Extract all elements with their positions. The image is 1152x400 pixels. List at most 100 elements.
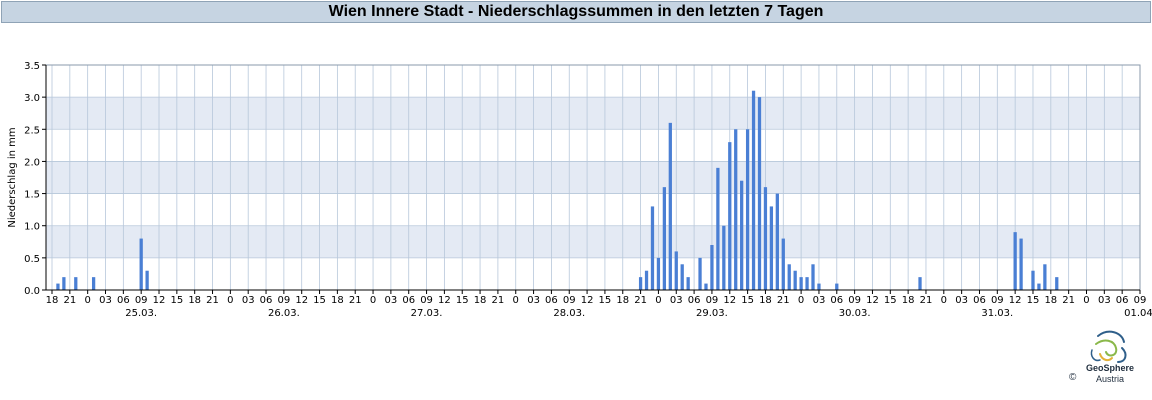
x-tick-label: 12: [1009, 295, 1022, 306]
y-axis-title: Niederschlag in mm: [7, 127, 18, 227]
x-tick-label: 03: [527, 295, 540, 306]
x-tick-label: 15: [884, 295, 897, 306]
x-tick-label: 15: [313, 295, 326, 306]
x-date-label: 29.03.: [696, 308, 728, 319]
precipitation-bar: [787, 264, 791, 290]
x-tick-label: 21: [206, 295, 219, 306]
background-band: [46, 97, 1140, 130]
y-tick-label: 1.0: [24, 222, 40, 233]
x-tick-label: 21: [492, 295, 505, 306]
precipitation-bar: [763, 187, 768, 290]
x-tick-label: 09: [420, 295, 433, 306]
precipitation-bar: [1055, 277, 1059, 290]
x-date-label: 26.03.: [268, 308, 300, 319]
x-tick-label: 0: [655, 295, 661, 306]
x-tick-label: 12: [723, 295, 736, 306]
x-tick-label: 12: [581, 295, 594, 306]
y-tick-label: 2.5: [24, 125, 40, 136]
x-tick-label: 03: [670, 295, 683, 306]
x-tick-label: 18: [759, 295, 772, 306]
precipitation-bar: [751, 90, 756, 290]
x-date-label: 30.03.: [839, 308, 871, 319]
y-tick-label: 0.5: [24, 254, 40, 265]
precipitation-bar: [662, 187, 667, 290]
x-tick-label: 21: [920, 295, 933, 306]
precipitation-bar: [644, 270, 649, 290]
x-tick-label: 21: [777, 295, 790, 306]
precipitation-bar: [793, 270, 797, 290]
x-tick-label: 03: [813, 295, 826, 306]
x-tick-label: 0: [513, 295, 519, 306]
x-date-label: 27.03.: [411, 308, 443, 319]
precipitation-bar: [704, 283, 708, 290]
x-tick-label: 15: [741, 295, 754, 306]
precipitation-bar: [91, 277, 96, 290]
y-tick-label: 3.0: [24, 93, 40, 104]
x-date-label: 31.03.: [981, 308, 1013, 319]
precipitation-bar: [835, 283, 839, 290]
axes: [42, 64, 1141, 294]
x-tick-label: 09: [706, 295, 719, 306]
x-tick-label: 12: [438, 295, 451, 306]
precipitation-bar: [716, 167, 720, 290]
precipitation-bar: [656, 257, 661, 290]
x-tick-label: 0: [798, 295, 804, 306]
precipitation-bar: [686, 277, 690, 290]
x-tick-label: 15: [599, 295, 612, 306]
bar-series: [56, 90, 1059, 291]
x-tick-label: 21: [1062, 295, 1075, 306]
x-tick-label: 09: [563, 295, 576, 306]
logo-wordmark: GeoSphere: [1085, 363, 1134, 373]
precipitation-bar: [56, 283, 60, 290]
precipitation-bar: [650, 206, 655, 290]
y-tick-label: 2.0: [24, 157, 40, 168]
x-tick-label: 12: [866, 295, 879, 306]
x-tick-label: 06: [1116, 295, 1129, 306]
x-tick-label: 06: [545, 295, 558, 306]
x-tick-label: 0: [227, 295, 233, 306]
precipitation-bar: [62, 277, 66, 290]
x-tick-label: 15: [456, 295, 469, 306]
x-tick-label: 03: [99, 295, 112, 306]
precipitation-bar: [817, 283, 821, 290]
x-tick-label: 21: [349, 295, 362, 306]
background-bands: [46, 65, 1140, 290]
axis-labels: 0.0 0.5 1.0 1.5 2.0 2.5 3.0 3.5 18 21 0 03 06 09 12 15 1…: [7, 61, 1152, 319]
x-tick-label: 06: [117, 295, 130, 306]
x-tick-label: 15: [1027, 295, 1040, 306]
precipitation-bar: [674, 251, 678, 290]
x-date-label: 01.04.: [1124, 308, 1152, 319]
x-tick-label: 03: [385, 295, 398, 306]
precipitation-bar: [1013, 232, 1017, 290]
background-band: [46, 225, 1140, 258]
precipitation-bar: [722, 225, 726, 290]
x-tick-label: 06: [402, 295, 415, 306]
precipitation-bar: [799, 277, 803, 290]
precipitation-bar: [710, 245, 714, 290]
precipitation-bar: [1019, 238, 1023, 290]
precipitation-bar: [1043, 264, 1047, 290]
precipitation-bar: [74, 277, 78, 290]
precipitation-bar: [139, 238, 143, 290]
x-tick-label: 0: [1083, 295, 1089, 306]
precipitation-bar: [668, 122, 672, 290]
precipitation-bar: [728, 142, 732, 290]
x-tick-label: 18: [616, 295, 629, 306]
precipitation-bar: [1031, 270, 1035, 290]
x-date-label: 25.03.: [125, 308, 157, 319]
x-tick-label: 18: [46, 295, 59, 306]
precipitation-bar: [918, 277, 922, 290]
x-tick-label: 06: [260, 295, 273, 306]
x-tick-label: 09: [278, 295, 291, 306]
x-tick-label: 21: [634, 295, 647, 306]
x-tick-label: 0: [941, 295, 947, 306]
y-tick-label: 3.5: [24, 61, 40, 72]
precipitation-bar: [145, 270, 149, 290]
y-tick-label: 1.5: [24, 190, 40, 201]
precipitation-bar: [734, 129, 738, 290]
x-tick-label: 18: [188, 295, 201, 306]
x-tick-label: 18: [902, 295, 915, 306]
x-tick-label: 12: [295, 295, 308, 306]
precipitation-bar: [680, 264, 684, 290]
